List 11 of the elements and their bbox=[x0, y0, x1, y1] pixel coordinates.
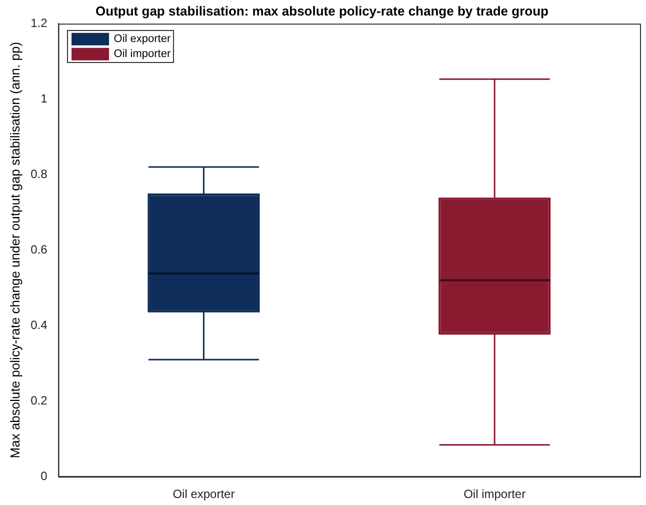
y-axis-title: Max absolute policy-rate change under output gap stabilisation (ann. pp) bbox=[7, 42, 22, 458]
legend-label: Oil importer bbox=[114, 48, 171, 60]
y-tick-label: 1.2 bbox=[30, 16, 48, 30]
chart-title: Output gap stabilisation: max absolute policy-rate change by trade group bbox=[96, 3, 549, 18]
y-tick-label: 1 bbox=[40, 91, 48, 106]
y-tick-label: 0.4 bbox=[30, 318, 48, 332]
legend-label: Oil exporter bbox=[114, 33, 171, 46]
y-tick-label: 0.6 bbox=[30, 242, 48, 256]
y-tick-label: 0 bbox=[40, 468, 48, 483]
y-tick-label: 0.2 bbox=[30, 393, 48, 408]
y-tick-label: 0.8 bbox=[30, 166, 48, 181]
